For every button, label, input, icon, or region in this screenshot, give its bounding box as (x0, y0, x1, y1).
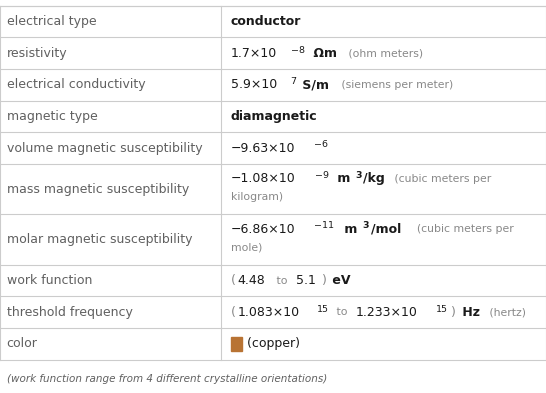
Text: diamagnetic: diamagnetic (231, 110, 318, 123)
Text: volume magnetic susceptibility: volume magnetic susceptibility (7, 141, 202, 154)
Text: electrical type: electrical type (7, 15, 96, 28)
Text: −11: −11 (314, 221, 334, 230)
Text: 5.9×10: 5.9×10 (231, 78, 277, 91)
Text: (work function range from 4 different crystalline orientations): (work function range from 4 different cr… (7, 374, 327, 384)
Text: (hertz): (hertz) (486, 307, 526, 317)
Text: 1.083×10: 1.083×10 (238, 306, 299, 319)
Text: molar magnetic susceptibility: molar magnetic susceptibility (7, 233, 192, 246)
Text: magnetic type: magnetic type (7, 110, 97, 123)
Text: mole): mole) (231, 242, 262, 252)
Text: to: to (333, 307, 351, 317)
Text: 3: 3 (363, 221, 369, 230)
Text: (copper): (copper) (243, 337, 300, 350)
Text: eV: eV (328, 274, 351, 287)
Text: 15: 15 (436, 305, 448, 314)
Text: m: m (333, 173, 350, 185)
Text: to: to (273, 275, 291, 286)
Text: 5.1: 5.1 (296, 274, 316, 287)
Text: color: color (7, 337, 38, 350)
Text: −8: −8 (290, 46, 305, 55)
Text: /mol: /mol (371, 223, 401, 236)
Bar (231, 337, 242, 351)
Text: 4.48: 4.48 (238, 274, 265, 287)
Text: electrical conductivity: electrical conductivity (7, 78, 145, 91)
Text: mass magnetic susceptibility: mass magnetic susceptibility (7, 183, 189, 196)
Text: m: m (340, 223, 358, 236)
Text: 1.7×10: 1.7×10 (231, 47, 277, 60)
Text: /kg: /kg (364, 173, 385, 185)
Text: (cubic meters per: (cubic meters per (410, 224, 514, 235)
Text: 3: 3 (355, 171, 361, 180)
Text: S/m: S/m (298, 78, 329, 91)
Text: Hz: Hz (458, 306, 480, 319)
Text: ): ) (322, 274, 327, 287)
Text: (cubic meters per: (cubic meters per (391, 174, 492, 184)
Text: (: ( (231, 306, 236, 319)
Text: work function: work function (7, 274, 92, 287)
Text: −6.86×10: −6.86×10 (231, 223, 295, 236)
Text: kilogram): kilogram) (231, 192, 283, 202)
Text: (siemens per meter): (siemens per meter) (339, 80, 454, 90)
Text: −1.08×10: −1.08×10 (231, 173, 296, 185)
Text: 7: 7 (290, 77, 296, 86)
Text: −6: −6 (314, 140, 328, 149)
Text: 1.233×10: 1.233×10 (356, 306, 418, 319)
Text: conductor: conductor (231, 15, 301, 28)
Text: −9: −9 (314, 171, 329, 180)
Text: resistivity: resistivity (7, 47, 67, 60)
Text: (ohm meters): (ohm meters) (345, 48, 423, 58)
Text: threshold frequency: threshold frequency (7, 306, 133, 319)
Text: −9.63×10: −9.63×10 (231, 141, 295, 154)
Text: Ωm: Ωm (308, 47, 337, 60)
Text: (: ( (231, 274, 236, 287)
Text: 15: 15 (317, 305, 329, 314)
Text: ): ) (452, 306, 456, 319)
